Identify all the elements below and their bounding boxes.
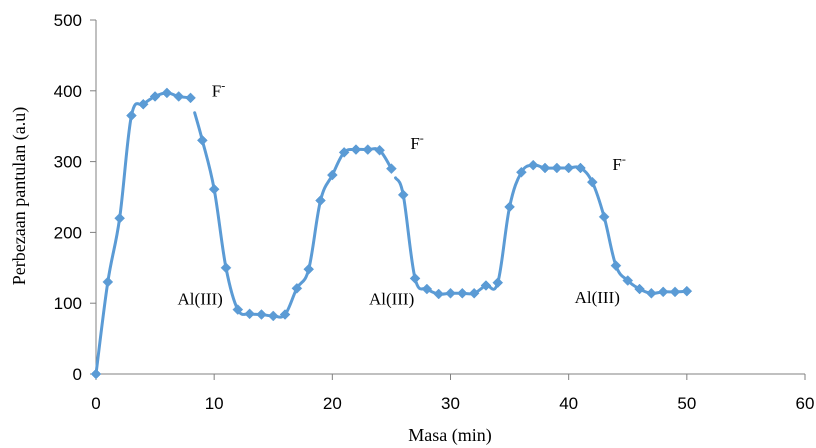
data-point xyxy=(149,91,161,102)
data-point xyxy=(303,263,315,275)
data-point xyxy=(137,98,149,110)
data-point xyxy=(291,282,303,294)
x-tick-label: 60 xyxy=(796,394,815,413)
data-point xyxy=(468,287,480,299)
data-point xyxy=(220,262,232,274)
data-point xyxy=(681,285,693,297)
data-point xyxy=(114,212,125,224)
data-point xyxy=(646,287,657,299)
x-tick-label: 50 xyxy=(677,394,696,413)
data-point xyxy=(551,162,563,174)
data-point xyxy=(575,162,586,174)
y-axis-title: Perbezaan pantulan (a.u) xyxy=(9,107,30,285)
annotation-label: Al(III) xyxy=(178,290,223,309)
data-point xyxy=(126,110,137,121)
y-tick-label: 300 xyxy=(54,153,82,172)
data-point xyxy=(598,211,610,223)
annotation-label: Al(III) xyxy=(575,288,620,307)
x-tick-label: 10 xyxy=(205,394,224,413)
data-point xyxy=(504,201,515,213)
x-tick-label: 20 xyxy=(323,394,342,413)
annotation-label: F- xyxy=(212,78,225,100)
data-point xyxy=(445,287,456,299)
data-point xyxy=(196,135,208,146)
y-tick-label: 400 xyxy=(54,82,82,101)
annotations: F- F- F- Al(III) Al(III) Al(III) xyxy=(178,78,626,308)
series-line xyxy=(394,163,689,296)
axes: 0 100 200 300 400 500 0 10 20 30 40 50 60 xyxy=(54,11,815,413)
data-point xyxy=(173,91,185,102)
data-point xyxy=(433,288,445,300)
annotation-label: F- xyxy=(410,131,423,153)
data-point xyxy=(397,189,409,201)
data-point xyxy=(456,287,468,299)
data-point xyxy=(480,280,492,291)
annotation-label: F- xyxy=(612,152,625,174)
data-point xyxy=(315,195,326,206)
data-point xyxy=(657,286,669,298)
data-point xyxy=(326,169,338,181)
data-point xyxy=(362,144,374,155)
x-tick-label: 30 xyxy=(441,394,460,413)
data-point xyxy=(279,309,291,320)
data-point xyxy=(90,368,102,380)
data-point xyxy=(374,144,385,156)
data-point xyxy=(516,166,527,178)
annotation-label: Al(III) xyxy=(369,290,414,309)
data-point xyxy=(350,144,362,155)
data-point xyxy=(492,277,504,289)
data-point xyxy=(102,276,114,288)
x-axis-title: Masa (min) xyxy=(408,425,491,446)
data-point xyxy=(421,283,433,295)
series-line xyxy=(193,111,393,319)
y-tick-label: 0 xyxy=(73,365,82,384)
data-point xyxy=(244,308,255,320)
data-point xyxy=(409,273,421,284)
plot-area xyxy=(90,87,693,380)
data-point xyxy=(563,162,575,174)
y-tick-label: 100 xyxy=(54,294,82,313)
data-point xyxy=(161,87,173,99)
data-point xyxy=(527,159,539,171)
data-point xyxy=(634,283,645,295)
data-point xyxy=(610,260,622,272)
data-point xyxy=(185,92,196,104)
data-point xyxy=(622,275,634,286)
x-tick-label: 0 xyxy=(91,394,100,413)
y-tick-label: 200 xyxy=(54,223,82,242)
data-point xyxy=(208,183,220,195)
data-point xyxy=(256,309,267,320)
data-point xyxy=(669,286,681,298)
data-point xyxy=(232,304,244,315)
data-point xyxy=(586,176,598,188)
data-point xyxy=(267,310,279,322)
series-line xyxy=(94,91,193,376)
y-tick-label: 500 xyxy=(54,11,82,30)
data-point xyxy=(386,163,397,175)
data-point xyxy=(539,162,551,174)
x-tick-label: 40 xyxy=(559,394,578,413)
data-point xyxy=(338,147,350,158)
